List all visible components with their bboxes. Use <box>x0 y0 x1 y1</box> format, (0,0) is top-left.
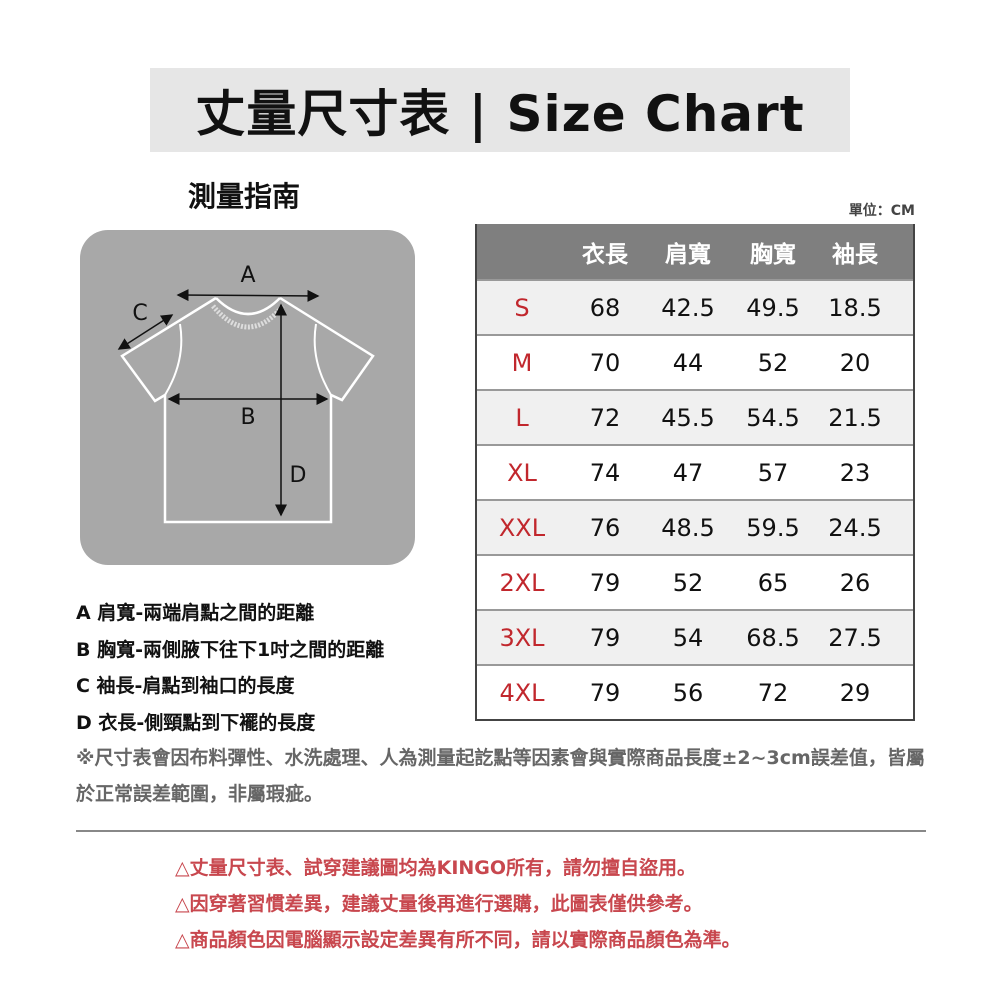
table-cell: 45.5 <box>661 403 715 432</box>
table-header: 衣長 肩寬 胸寬 袖長 <box>477 224 913 279</box>
size-label: 3XL <box>499 623 545 652</box>
note-a: A 肩寬-兩端肩點之間的距離 <box>76 602 315 624</box>
arrow-c <box>117 314 174 350</box>
table-cell: 48.5 <box>661 513 715 542</box>
table-cell: 44 <box>672 348 704 377</box>
table-cell: 72 <box>589 403 621 432</box>
header-cell: 衣長 <box>582 241 628 268</box>
table-row: 2XL 79 52 65 26 <box>477 554 913 609</box>
label-b: B <box>240 405 255 430</box>
warning-line: △因穿著習慣差異，建議丈量後再進行選購，此圖表僅供參考。 <box>175 893 703 915</box>
warning-line: △商品顏色因電腦顯示設定差異有所不同，請以實際商品顏色為準。 <box>175 929 741 951</box>
table-row: XL 74 47 57 23 <box>477 444 913 499</box>
table-cell: 56 <box>672 678 704 707</box>
table-cell: 23 <box>839 458 871 487</box>
warnings: △丈量尺寸表、試穿建議圖均為KINGO所有，請勿擅自盜用。 △因穿著習慣差異，建… <box>175 850 741 958</box>
table-cell: 79 <box>589 623 621 652</box>
table-cell: 21.5 <box>828 403 882 432</box>
header-cell: 袖長 <box>832 241 878 268</box>
table-cell: 20 <box>839 348 871 377</box>
disclaimer: ※尺寸表會因布料彈性、水洗處理、人為測量起訖點等因素會與實際商品長度±2~3cm… <box>76 747 925 805</box>
table-cell: 76 <box>589 513 621 542</box>
table-cell: 26 <box>839 568 871 597</box>
size-label: 4XL <box>499 678 545 707</box>
table-cell: 74 <box>589 458 621 487</box>
table-cell: 54 <box>672 623 704 652</box>
table-cell: 52 <box>672 568 704 597</box>
header-cell: 胸寬 <box>750 241 796 268</box>
measurement-guide-title: 測量指南 <box>188 180 301 213</box>
label-c: C <box>132 301 147 326</box>
table-row: L 72 45.5 54.5 21.5 <box>477 389 913 444</box>
size-label: 2XL <box>499 568 545 597</box>
table-cell: 49.5 <box>746 293 800 322</box>
unit-label: 單位：CM <box>848 203 915 219</box>
table-cell: 42.5 <box>661 293 715 322</box>
table-cell: 47 <box>672 458 704 487</box>
page-title: 丈量尺寸表 | Size Chart <box>150 68 850 152</box>
size-label: L <box>515 403 529 432</box>
size-label: S <box>514 293 530 322</box>
table-cell: 79 <box>589 678 621 707</box>
table-cell: 29 <box>839 678 871 707</box>
label-a: A <box>240 263 255 288</box>
label-d: D <box>290 463 307 488</box>
note-b: B 胸寬-兩側腋下往下1吋之間的距離 <box>76 638 385 661</box>
tshirt-icon: A C B D <box>117 263 375 524</box>
divider <box>76 830 926 832</box>
table-row: XXL 76 48.5 59.5 24.5 <box>477 499 913 554</box>
table-cell: 54.5 <box>746 403 800 432</box>
size-table: 衣長 肩寬 胸寬 袖長 S 68 42.5 49.5 18.5 M 70 44 52 20 L 72 4… <box>475 224 915 721</box>
table-cell: 27.5 <box>828 623 882 652</box>
table-row: 3XL 79 54 68.5 27.5 <box>477 609 913 664</box>
header-cell: 肩寬 <box>665 241 711 268</box>
size-label: XXL <box>498 513 546 542</box>
note-d: D 衣長-側頸點到下襬的長度 <box>76 711 316 734</box>
measurement-notes: A 肩寬-兩端肩點之間的距離 B 胸寬-兩側腋下往下1吋之間的距離 C 袖長-肩… <box>76 595 384 741</box>
table-cell: 52 <box>757 348 789 377</box>
table-row: S 68 42.5 49.5 18.5 <box>477 279 913 334</box>
table-row: 4XL 79 56 72 29 <box>477 664 913 719</box>
tshirt-diagram: A C B D <box>80 230 415 565</box>
size-label: XL <box>507 458 537 487</box>
table-cell: 18.5 <box>828 293 882 322</box>
table-cell: 57 <box>757 458 789 487</box>
table-cell: 68.5 <box>746 623 800 652</box>
table-cell: 72 <box>757 678 789 707</box>
warning-line: △丈量尺寸表、試穿建議圖均為KINGO所有，請勿擅自盜用。 <box>175 857 697 879</box>
note-c: C 袖長-肩點到袖口的長度 <box>76 675 295 697</box>
table-cell: 65 <box>757 568 789 597</box>
arrow-a <box>176 289 320 302</box>
table-cell: 68 <box>589 293 621 322</box>
table-cell: 59.5 <box>746 513 800 542</box>
size-label: M <box>511 348 533 377</box>
table-row: M 70 44 52 20 <box>477 334 913 389</box>
table-cell: 70 <box>589 348 621 377</box>
table-cell: 24.5 <box>828 513 882 542</box>
table-cell: 79 <box>589 568 621 597</box>
